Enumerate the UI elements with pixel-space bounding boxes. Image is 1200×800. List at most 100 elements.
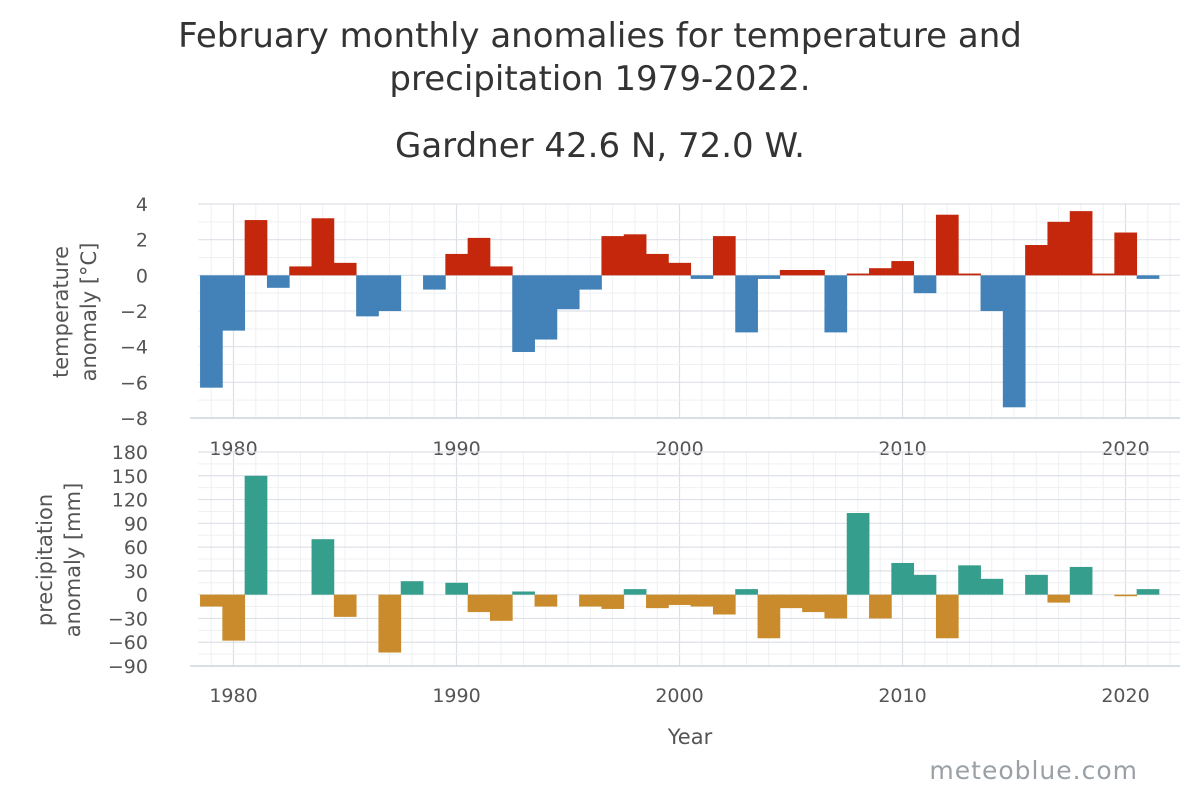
temperature-bar: [289, 266, 312, 276]
precipitation-bar: [244, 475, 268, 595]
precipitation-bar: [579, 594, 602, 607]
precipitation-bar: [200, 594, 223, 607]
temperature-bar: [757, 275, 781, 279]
temperature-ylabel-line1: temperature: [49, 246, 73, 378]
temperature-bar: [824, 275, 848, 333]
temperature-bar: [1025, 245, 1048, 276]
precipitation-y-tick-label: 60: [124, 537, 148, 559]
temperature-y-tick-label: −2: [120, 301, 148, 323]
precipitation-y-tick-label: −90: [108, 656, 148, 678]
temperature-y-tick-label: 4: [136, 194, 148, 216]
temperature-bar: [646, 253, 669, 276]
precipitation-bar: [846, 513, 870, 595]
temperature-bar: [244, 220, 268, 276]
temperature-bar: [356, 275, 379, 317]
precipitation-bar: [958, 565, 981, 595]
precipitation-x-tick-label: 1990: [432, 685, 480, 707]
precipitation-y-tick-label: 0: [136, 585, 148, 607]
precipitation-y-tick-label: −60: [108, 632, 148, 654]
temperature-bar: [601, 236, 625, 276]
temperature-bar: [1069, 211, 1093, 276]
temperature-y-tick-label: −6: [120, 372, 148, 394]
temperature-bar: [489, 266, 513, 276]
precipitation-bar: [512, 591, 535, 595]
precipitation-bar: [779, 594, 803, 609]
precipitation-bar: [1025, 574, 1048, 595]
temperature-panel: 4 2 0 −2 −4 −6 −8 1980 1990 2000 2010 2020: [120, 194, 1180, 460]
temperature-bar: [712, 236, 736, 276]
precipitation-bar: [1114, 594, 1138, 597]
precipitation-y-tick-label: 180: [112, 442, 148, 464]
precipitation-bar: [378, 594, 402, 653]
temperature-bar: [779, 269, 803, 276]
temperature-bar: [378, 275, 402, 311]
temperature-bar: [556, 275, 580, 310]
watermark-text: meteoblue.com: [929, 756, 1138, 785]
precipitation-ylabel-line2: anomaly [mm]: [61, 483, 85, 638]
precipitation-bar: [623, 589, 647, 595]
temperature-x-tick-label: 1980: [209, 438, 257, 460]
temperature-bar: [802, 269, 825, 276]
precipitation-y-tick-label: 30: [124, 561, 148, 583]
temperature-ylabel-line2: anomaly [°C]: [77, 243, 101, 382]
temperature-bar: [445, 253, 469, 276]
precipitation-bar: [712, 594, 736, 615]
precipitation-bar: [534, 594, 558, 607]
precipitation-bar: [980, 578, 1004, 595]
precipitation-bar: [802, 594, 825, 613]
precipitation-bar: [311, 539, 335, 595]
precipitation-bar: [467, 594, 491, 613]
temperature-grid: [198, 203, 1180, 419]
temperature-bar: [222, 275, 246, 331]
temperature-bar: [913, 275, 937, 294]
temperature-bar: [1092, 273, 1115, 276]
temperature-bar: [690, 275, 714, 279]
temperature-bars: [200, 211, 1160, 408]
chart-subtitle: Gardner 42.6 N, 72.0 W.: [395, 126, 805, 166]
precipitation-x-tick-label: 2010: [878, 685, 926, 707]
precipitation-bar: [445, 582, 469, 595]
precipitation-bar: [400, 581, 424, 595]
precipitation-bar: [913, 574, 937, 595]
temperature-y-tick-label: −4: [120, 337, 148, 359]
precipitation-bar: [646, 594, 669, 609]
temperature-bar: [935, 214, 959, 276]
precipitation-bar: [935, 594, 959, 639]
precipitation-x-tick-label: 1980: [209, 685, 257, 707]
precipitation-y-tick-label: 120: [112, 490, 148, 512]
temperature-bar: [579, 275, 602, 290]
precipitation-bar: [757, 594, 781, 639]
temperature-bar: [1136, 275, 1160, 279]
chart-title-line2: precipitation 1979-2022.: [389, 59, 810, 99]
temperature-bar: [668, 262, 692, 276]
precipitation-bar: [601, 594, 625, 609]
precipitation-bar: [489, 594, 513, 621]
temperature-bar: [200, 275, 223, 388]
temperature-bar: [266, 275, 290, 288]
precipitation-bar: [222, 594, 246, 641]
temperature-bar: [512, 275, 535, 353]
temperature-y-tick-label: 0: [136, 265, 148, 287]
temperature-y-tick-label: 2: [136, 230, 148, 252]
temperature-bar: [534, 275, 558, 340]
temperature-bar: [1114, 232, 1138, 276]
precipitation-y-tick-label: 150: [112, 466, 148, 488]
precipitation-y-tick-label: −30: [108, 608, 148, 630]
precipitation-bar: [869, 594, 892, 619]
precipitation-bar: [891, 562, 915, 595]
temperature-bar: [423, 275, 446, 290]
temperature-bar: [846, 273, 870, 276]
precipitation-bar: [735, 589, 758, 595]
temperature-bar: [735, 275, 758, 333]
precipitation-ylabel-line1: precipitation: [33, 494, 57, 626]
precipitation-bar: [1047, 594, 1071, 603]
precipitation-bar: [668, 594, 692, 605]
temperature-bar: [980, 275, 1004, 311]
precipitation-x-tick-label: 2000: [655, 685, 703, 707]
temperature-x-tick-label: 1990: [432, 438, 480, 460]
temperature-bar: [891, 261, 915, 276]
temperature-x-tick-label: 2020: [1101, 438, 1149, 460]
temperature-bar: [623, 234, 647, 276]
precipitation-bar: [1069, 566, 1093, 595]
